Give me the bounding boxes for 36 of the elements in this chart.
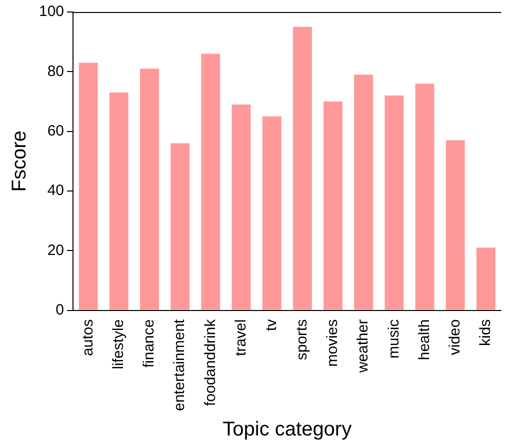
- bar: [384, 96, 404, 310]
- bar: [78, 62, 98, 310]
- x-tick-label: health: [416, 319, 433, 360]
- x-tick-label: movies: [324, 319, 342, 367]
- bar: [201, 54, 220, 310]
- y-tick-label: 20: [47, 242, 64, 259]
- y-tick-label: 40: [47, 182, 64, 200]
- y-axis-title: Fscore: [8, 130, 31, 192]
- y-tick-label: 60: [47, 122, 64, 140]
- x-tick-label: sports: [294, 319, 311, 360]
- x-tick-label: travel: [232, 319, 250, 356]
- bar: [476, 248, 496, 310]
- x-tick-label: tv: [262, 318, 280, 331]
- x-tick-label: weather: [354, 319, 372, 374]
- bar: [415, 84, 434, 310]
- y-tick-label: 0: [56, 301, 64, 318]
- x-axis-title: Topic category: [222, 418, 352, 441]
- bar: [262, 116, 282, 310]
- x-tick-label: foodanddrink: [202, 318, 219, 406]
- x-tick-label: entertainment: [171, 318, 188, 412]
- x-tick-label: finance: [140, 319, 158, 368]
- bar: [170, 143, 190, 310]
- bar: [446, 140, 465, 310]
- bar: [324, 101, 342, 310]
- x-tick-label: video: [446, 319, 464, 356]
- x-tick-label: lifestyle: [110, 319, 128, 370]
- bar: [354, 74, 374, 310]
- bar: [140, 68, 159, 310]
- y-tick-label: 100: [38, 3, 64, 20]
- bar: [292, 26, 312, 310]
- x-tick-label: kids: [477, 319, 494, 346]
- y-tick-label: 80: [47, 62, 64, 80]
- x-tick-label: music: [385, 318, 402, 358]
- bar: [109, 92, 128, 310]
- bar: [232, 104, 251, 310]
- x-tick-label: autos: [79, 319, 96, 356]
